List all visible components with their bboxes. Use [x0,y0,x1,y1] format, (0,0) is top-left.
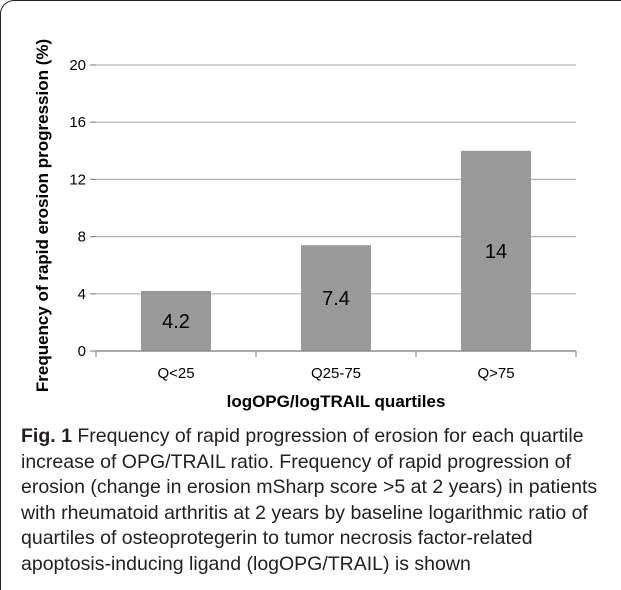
x-tick-label: Q<25 [157,365,194,382]
y-tick-label: 4 [78,286,86,303]
data-label: 7.4 [322,288,350,310]
y-axis-label: Frequency of rapid erosion progression (… [33,39,52,392]
x-tick-label: Q>75 [477,365,514,382]
bar [461,150,531,351]
bars [141,150,531,351]
figure-caption: Fig. 1 Frequency of rapid progression of… [21,424,617,577]
y-tick-label: 20 [69,57,86,74]
x-tick-label: Q25-75 [311,365,361,382]
y-tick-label: 0 [78,343,86,360]
data-labels: 4.2 7.4 14 [162,241,507,333]
data-label: 14 [485,241,507,263]
bar-chart: 0 4 8 12 16 20 Q<25 Q25-75 Q>75 4.2 7.4 14 Freque… [33,39,577,411]
y-tick-label: 16 [69,114,86,131]
y-tick-label: 8 [78,229,86,246]
figure-caption-text: Frequency of rapid progression of erosio… [21,425,598,575]
y-tick-labels: 0 4 8 12 16 20 [69,57,86,360]
x-tick-labels: Q<25 Q25-75 Q>75 [157,365,514,382]
y-tick-label: 12 [69,171,86,188]
bar [141,290,211,351]
figure-label: Fig. 1 [21,425,72,447]
bar [301,245,371,351]
data-label: 4.2 [162,311,190,333]
x-axis-label: logOPG/logTRAIL quartiles [227,392,446,411]
